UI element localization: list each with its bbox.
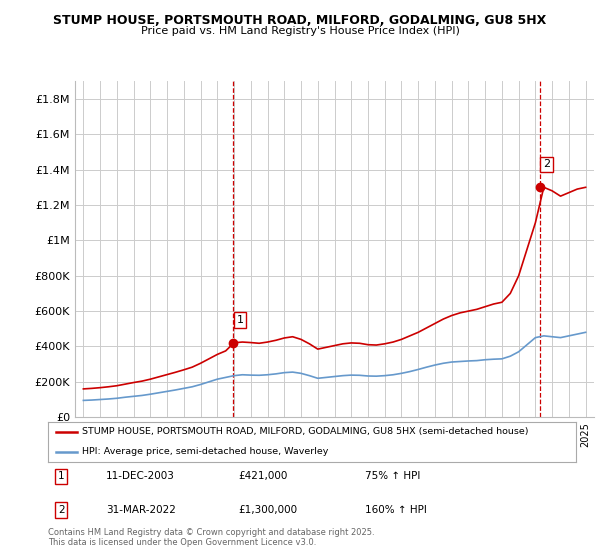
Text: 1: 1 bbox=[236, 315, 244, 325]
Text: £421,000: £421,000 bbox=[238, 472, 287, 482]
Text: STUMP HOUSE, PORTSMOUTH ROAD, MILFORD, GODALMING, GU8 5HX (semi-detached house): STUMP HOUSE, PORTSMOUTH ROAD, MILFORD, G… bbox=[82, 427, 529, 436]
Text: 160% ↑ HPI: 160% ↑ HPI bbox=[365, 505, 427, 515]
Text: £1,300,000: £1,300,000 bbox=[238, 505, 297, 515]
Text: 11-DEC-2003: 11-DEC-2003 bbox=[106, 472, 175, 482]
Text: 2: 2 bbox=[58, 505, 65, 515]
Text: 31-MAR-2022: 31-MAR-2022 bbox=[106, 505, 176, 515]
Text: Contains HM Land Registry data © Crown copyright and database right 2025.
This d: Contains HM Land Registry data © Crown c… bbox=[48, 528, 374, 547]
Text: 2: 2 bbox=[543, 159, 550, 169]
Text: Price paid vs. HM Land Registry's House Price Index (HPI): Price paid vs. HM Land Registry's House … bbox=[140, 26, 460, 36]
Text: 1: 1 bbox=[58, 472, 65, 482]
Text: STUMP HOUSE, PORTSMOUTH ROAD, MILFORD, GODALMING, GU8 5HX: STUMP HOUSE, PORTSMOUTH ROAD, MILFORD, G… bbox=[53, 14, 547, 27]
Text: 75% ↑ HPI: 75% ↑ HPI bbox=[365, 472, 420, 482]
Text: HPI: Average price, semi-detached house, Waverley: HPI: Average price, semi-detached house,… bbox=[82, 447, 329, 456]
